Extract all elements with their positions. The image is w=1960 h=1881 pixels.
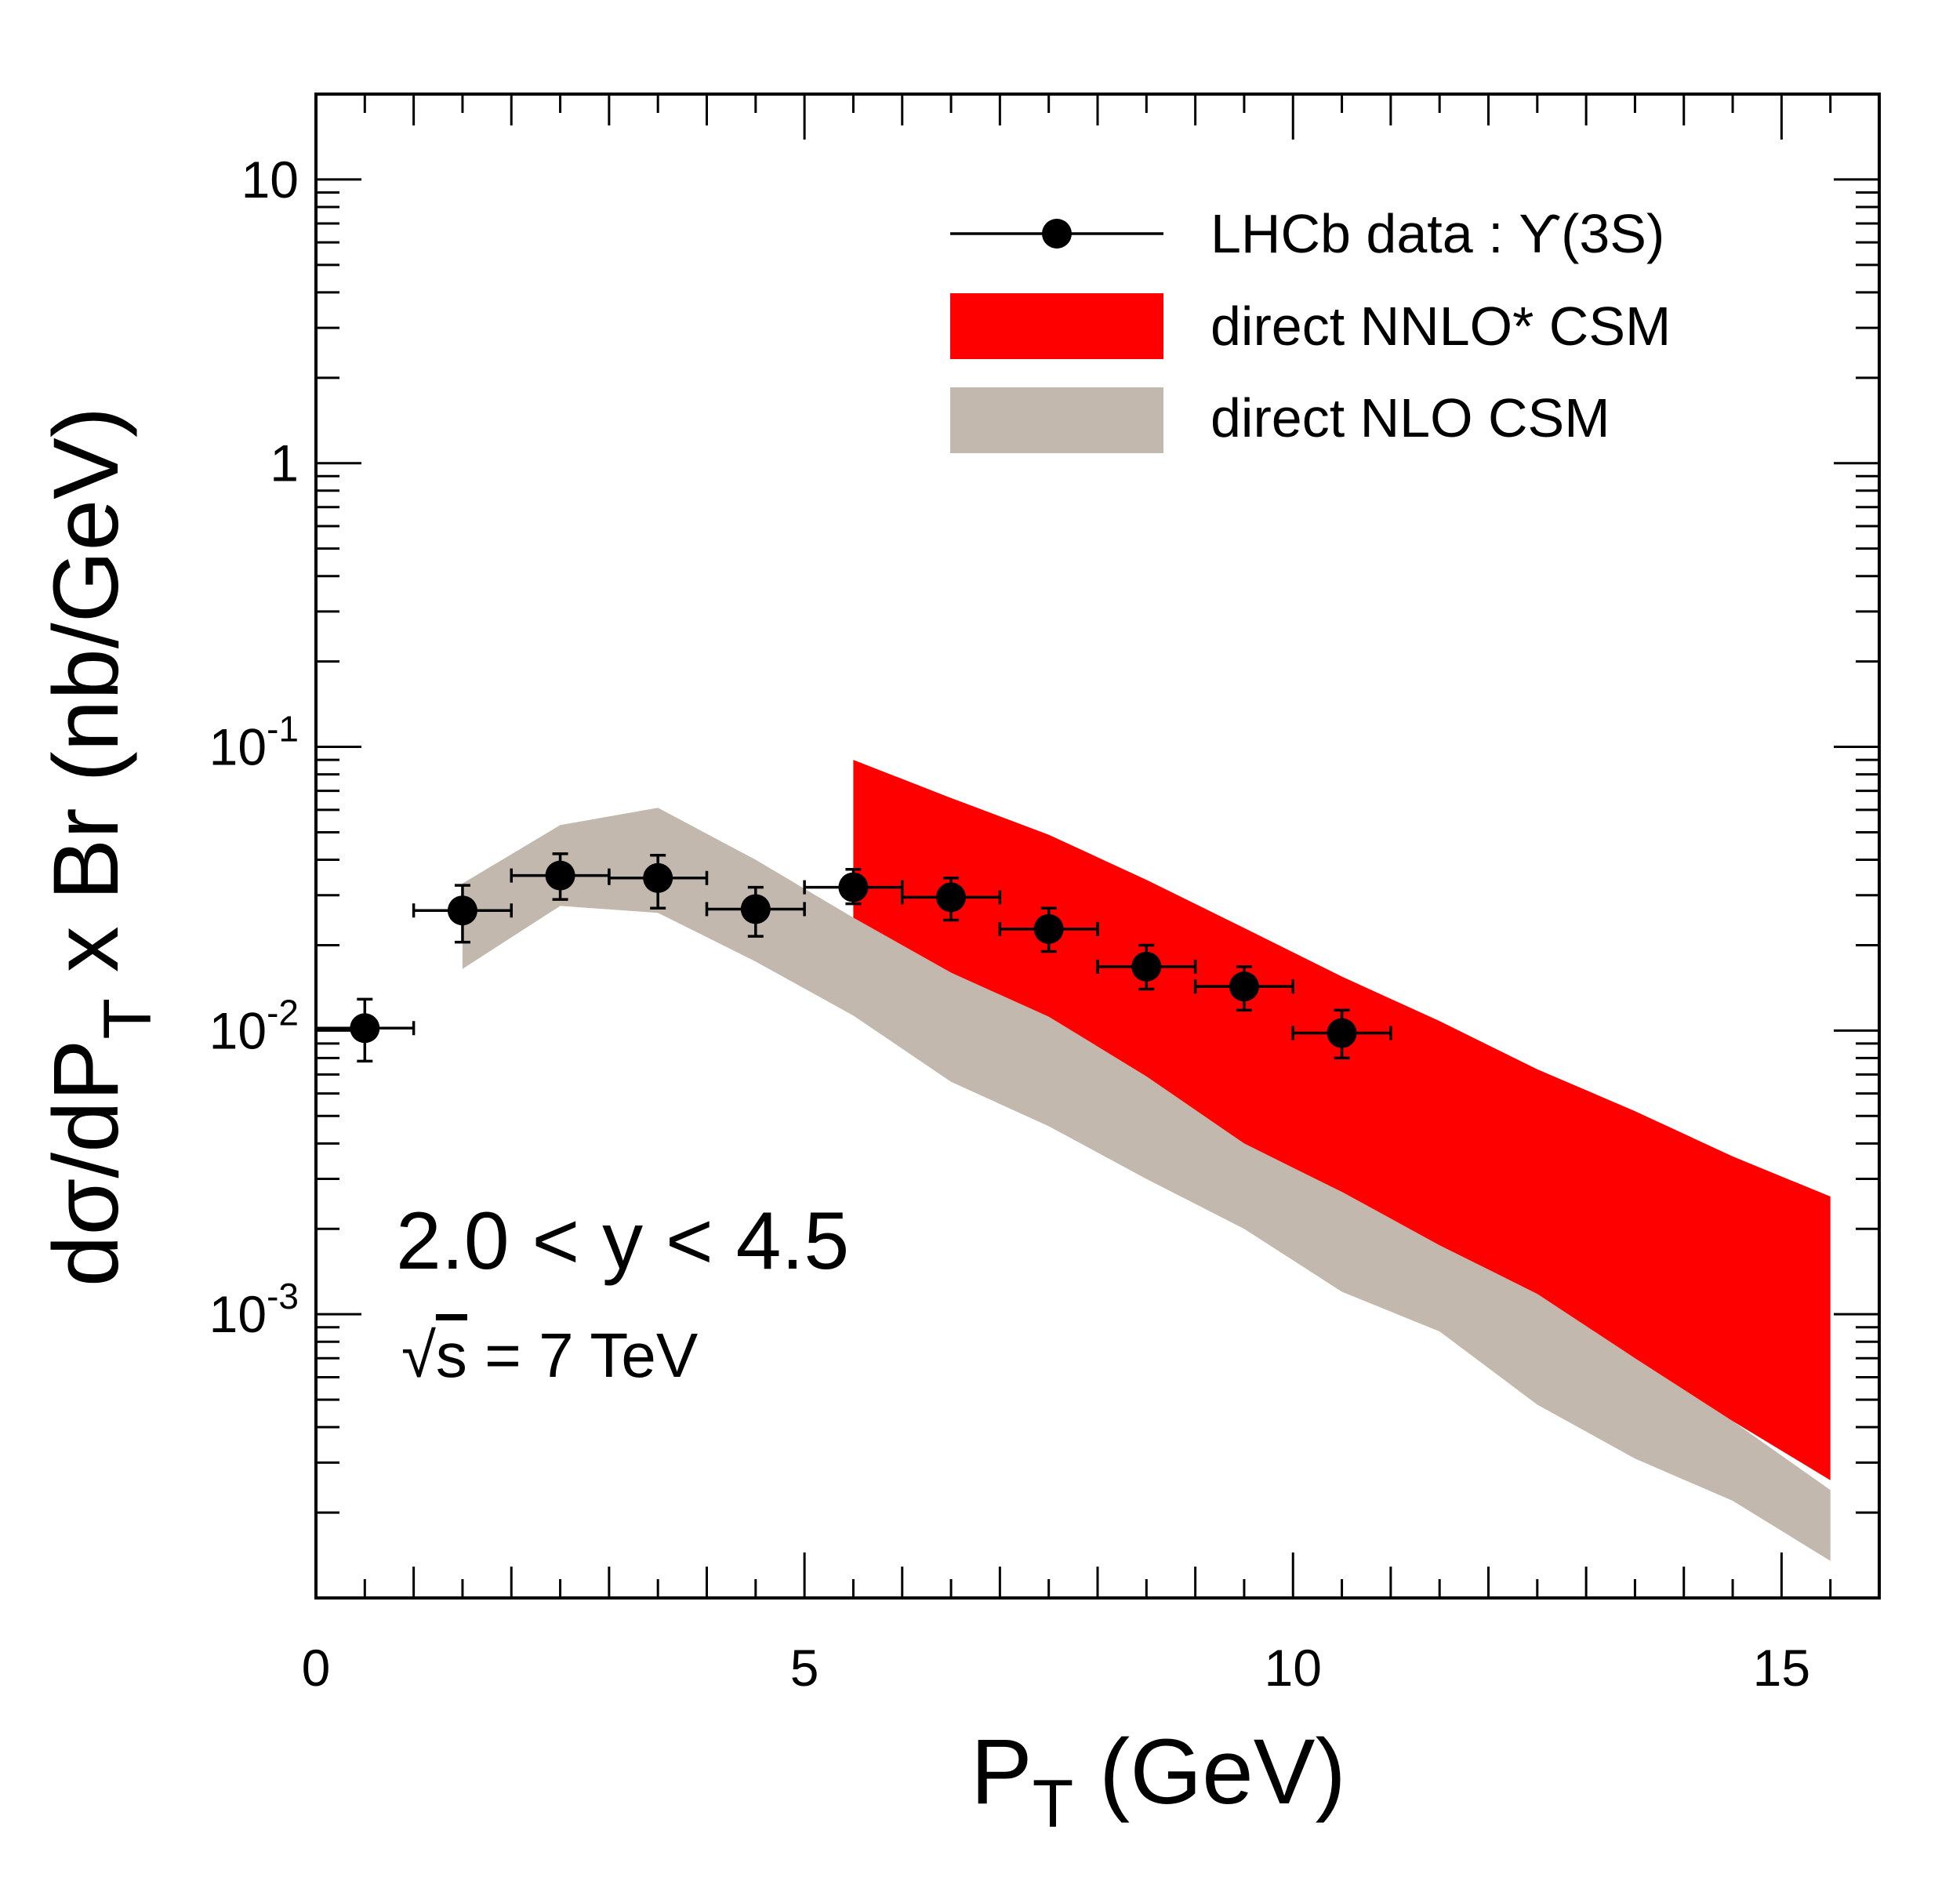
band-direct-nnlo-csm: [853, 760, 1831, 1480]
legend-label-nlo: direct NLO CSM: [1210, 387, 1610, 448]
y-tick-label: 10: [241, 151, 299, 209]
y-tick-label: 10-1: [209, 709, 299, 776]
x-axis-title-rest: (GeV): [1073, 1720, 1346, 1824]
y-tick-label-base: 10: [209, 1001, 267, 1059]
x-axis-title: PT (GeV): [971, 1720, 1346, 1842]
y-tick-label: 1: [270, 434, 299, 492]
data-point: [412, 884, 513, 944]
data-marker: [643, 862, 673, 893]
data-marker: [838, 872, 869, 902]
legend: LHCb data : ϒ(3S) direct NNLO* CSM direc…: [950, 203, 1671, 453]
data-marker: [1033, 913, 1064, 944]
energy-annotation: √s = 7 TeV: [401, 1320, 699, 1390]
y-tick-label-base: 10: [209, 1285, 267, 1343]
data-marker: [936, 882, 967, 913]
legend-label-lhcb-data: LHCb data : ϒ(3S): [1210, 203, 1664, 264]
legend-marker-dot: [1042, 219, 1072, 249]
data-point: [998, 906, 1099, 953]
theory-bands: [462, 760, 1831, 1561]
y-tick-label-exponent: -1: [267, 709, 299, 750]
data-marker: [740, 894, 771, 924]
sqrt-sign: √: [401, 1320, 436, 1390]
data-point: [314, 997, 416, 1063]
data-marker: [545, 860, 575, 891]
data-point: [608, 853, 709, 910]
y-tick-label-exponent: -3: [267, 1276, 299, 1316]
annotations: 2.0 < y < 4.5 √s = 7 TeV: [396, 1196, 849, 1390]
data-point: [1096, 943, 1197, 991]
data-point: [803, 868, 904, 906]
data-marker: [1131, 951, 1162, 982]
axis-ticks: [314, 93, 1881, 1600]
y-axis-title-prefix: dσ/dP: [34, 1040, 138, 1287]
y-tick-label-base: 10: [209, 718, 267, 776]
data-marker: [350, 1013, 380, 1044]
x-tick-label: 10: [1265, 1639, 1322, 1697]
legend-label-nnlo: direct NNLO* CSM: [1210, 296, 1671, 357]
x-tick-label: 5: [790, 1639, 819, 1697]
data-point: [705, 885, 806, 938]
x-tick-label: 15: [1753, 1639, 1810, 1697]
rapidity-annotation: 2.0 < y < 4.5: [396, 1196, 849, 1287]
data-point: [1291, 1008, 1392, 1060]
y-tick-label-exponent: -2: [267, 992, 299, 1033]
legend-entry-lhcb-data: LHCb data : ϒ(3S): [950, 203, 1664, 264]
legend-swatch-nlo: [950, 387, 1163, 453]
y-tick-label: 10-2: [209, 992, 299, 1059]
data-marker: [447, 895, 477, 926]
band-direct-nlo-csm: [462, 808, 1831, 1561]
data-marker: [1327, 1018, 1357, 1048]
energy-value: = 7 TeV: [467, 1320, 699, 1390]
data-point: [1193, 965, 1294, 1012]
sqrt-s-variable: s: [436, 1320, 467, 1390]
data-points: [314, 852, 1392, 1063]
legend-swatch-nnlo: [950, 293, 1163, 359]
legend-entry-nnlo: direct NNLO* CSM: [950, 293, 1671, 359]
x-tick-label: 0: [302, 1639, 331, 1697]
y-axis-title-suffix: x Br (nb/GeV): [34, 407, 138, 998]
y-tick-label: 10-3: [209, 1276, 299, 1343]
x-axis-title-main: P: [971, 1720, 1033, 1824]
data-marker: [1229, 971, 1259, 1002]
x-axis-title-sub: T: [1033, 1767, 1074, 1842]
y-axis-title-sub: T: [90, 998, 165, 1040]
data-point: [901, 877, 1002, 922]
y-axis-title: dσ/dPT x Br (nb/GeV): [34, 407, 165, 1287]
legend-entry-nlo: direct NLO CSM: [950, 387, 1610, 453]
plot-frame: [314, 93, 1881, 1600]
